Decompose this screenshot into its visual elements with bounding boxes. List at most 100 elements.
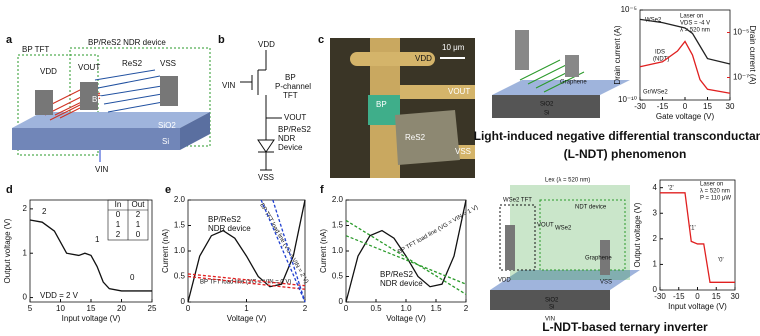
text: VSS [600, 280, 612, 286]
data-line [345, 235, 467, 285]
table-cell: 0 [136, 230, 141, 239]
x-tick-label: 1.5 [430, 304, 442, 313]
panel-label: e [165, 184, 171, 196]
x-tick-label: 2 [303, 304, 308, 313]
text: VDD [258, 40, 275, 49]
frame [539, 199, 626, 271]
text: BP/ReS2 [208, 215, 241, 224]
x-tick-label: 15 [87, 304, 96, 313]
electrode [565, 55, 579, 77]
y-tick-label: 2 [653, 234, 658, 243]
electrode [80, 82, 98, 110]
data-line [345, 219, 467, 295]
data-line [639, 18, 731, 65]
table-cell: Out [132, 200, 146, 209]
y-tick-label: 1.5 [332, 221, 344, 230]
x-tick-label: 20 [117, 304, 126, 313]
x-axis-label: Input voltage (V) [668, 302, 727, 311]
data-line [29, 219, 152, 292]
text: λ = 520 nm [700, 189, 730, 195]
text: '2' [668, 186, 674, 192]
text: Graphene [560, 80, 587, 86]
text: 10 μm [442, 43, 465, 52]
text: IDS [655, 50, 665, 56]
text: VDD = 2 V [40, 291, 79, 300]
text: BP/ReS2 NDR device [88, 38, 166, 47]
data-line [260, 199, 306, 303]
x-tick-label: -15 [657, 102, 669, 111]
text: ReS2 [405, 133, 426, 142]
x-tick-label: 5 [28, 304, 33, 313]
table-cell: In [115, 200, 122, 209]
x-axis-label: Input voltage (V) [62, 314, 121, 323]
table-cell: 0 [116, 210, 121, 219]
title: (L-NDT) phenomenon [564, 147, 687, 161]
y-axis-label: Current (nA) [161, 229, 170, 273]
table-cell: 1 [136, 220, 141, 229]
text: '0' [718, 258, 724, 264]
slab [180, 112, 210, 150]
res2-flake [94, 69, 164, 113]
text: VOUT [78, 63, 100, 72]
x-tick-label: 2 [464, 304, 469, 313]
text: SiO2 [545, 298, 559, 304]
text: SiO2 [540, 102, 554, 108]
text: VSS [455, 147, 471, 156]
x-tick-label: 0 [695, 292, 700, 301]
text: 1 [95, 235, 100, 244]
text: '1' [690, 226, 696, 232]
x-tick-label: 0 [186, 304, 191, 313]
text: Si [162, 137, 169, 146]
y2-tick-label: 10⁻⁵ [733, 28, 749, 37]
slab [490, 290, 610, 310]
y-axis-label: Output voltage (V) [3, 218, 12, 283]
text: NDR [278, 134, 296, 143]
text: NDR device [380, 279, 423, 288]
table-cell: 2 [136, 210, 141, 219]
y-tick-label: 1.0 [332, 246, 344, 255]
y-tick-label: 3 [653, 208, 658, 217]
text: VDD [40, 67, 57, 76]
slab [492, 80, 630, 95]
panel-a: a BP TFT BP/ReS2 NDR device VDD VOUT VSS… [6, 34, 211, 174]
electrode [505, 225, 515, 270]
table-cell: 2 [116, 230, 121, 239]
text: BP/ReS2 [278, 125, 311, 134]
y-tick-label: 10⁻¹⁰ [618, 95, 637, 104]
electrode [350, 52, 435, 66]
panel-label: c [318, 34, 324, 46]
y-tick-label: 10⁻⁵ [621, 5, 637, 14]
text: Laser on [700, 182, 723, 188]
text: Laser on [680, 14, 703, 20]
text: TFT [283, 91, 298, 100]
y-tick-label: 1 [23, 248, 28, 257]
x-tick-label: 0 [683, 102, 688, 111]
text: (NDT) [653, 57, 669, 63]
y-tick-label: 2.0 [174, 195, 186, 204]
electrode [160, 76, 178, 106]
x-tick-label: 15 [712, 292, 721, 301]
slab [12, 128, 180, 150]
x-tick-label: 1.0 [400, 304, 412, 313]
text: Si [549, 305, 554, 311]
text: Graphene [585, 256, 612, 262]
x-tick-label: 30 [731, 292, 740, 301]
panel-c: c 10 μm VDD VOUT BP ReS2 VSS [318, 34, 475, 178]
x-tick-label: -30 [634, 102, 646, 111]
title: Light-induced negative differential tran… [474, 129, 760, 143]
text: VOUT [448, 87, 470, 96]
panel-label: d [6, 184, 13, 196]
text: VIN [222, 81, 236, 90]
panel-label: a [6, 34, 13, 46]
text: 0 [130, 273, 135, 282]
flake [519, 59, 585, 93]
text: WSe2 TFT [503, 198, 532, 204]
frame [499, 204, 536, 271]
res2-flake [395, 110, 460, 165]
slab [12, 112, 210, 128]
data-line [187, 199, 306, 303]
text: VIN [545, 317, 555, 323]
x-tick-label: -30 [654, 292, 666, 301]
y-tick-label: 4 [653, 183, 658, 192]
